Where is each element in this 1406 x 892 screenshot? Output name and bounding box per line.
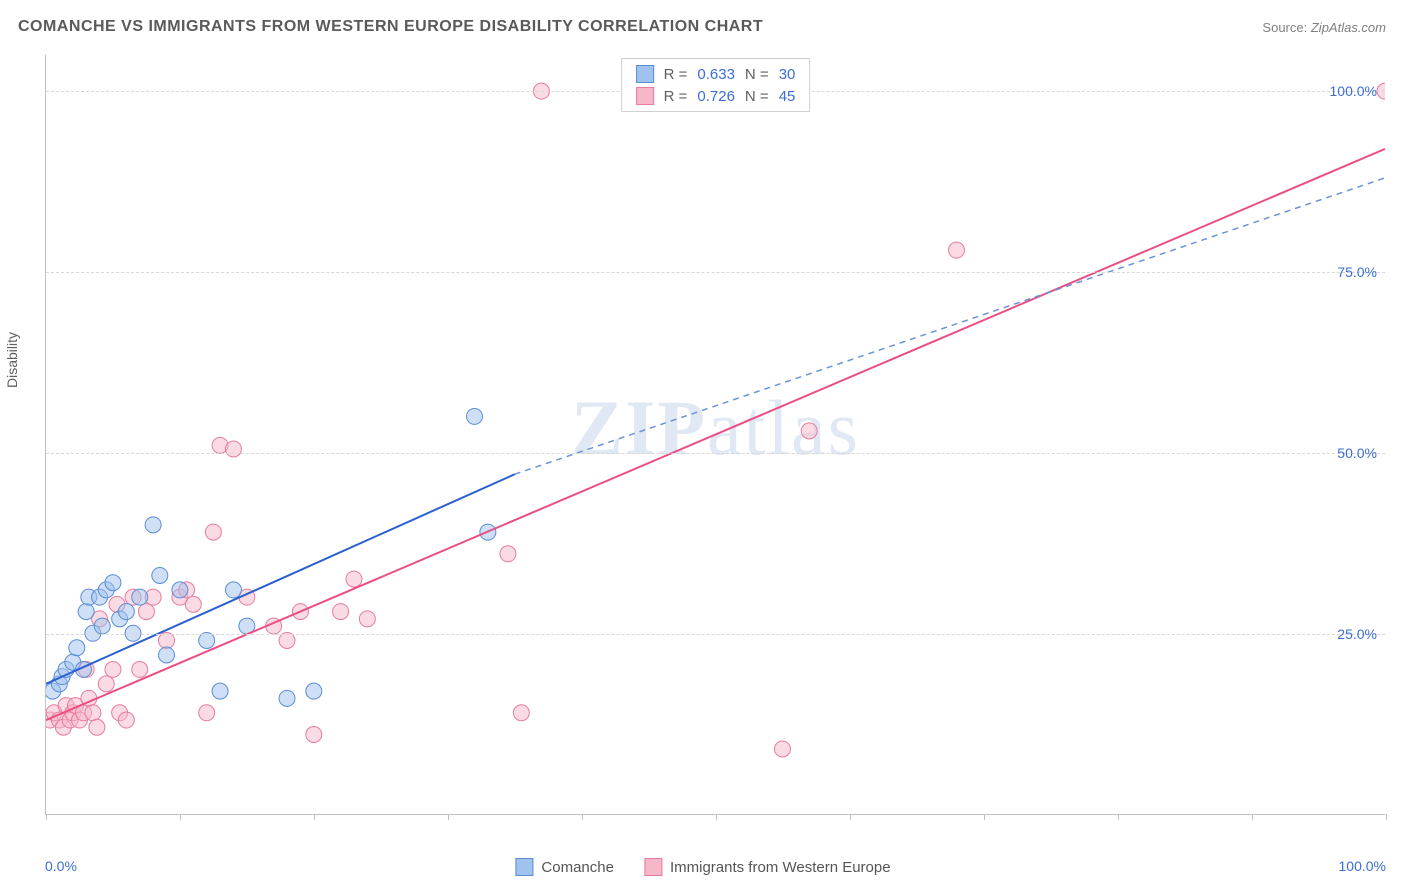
watermark-zip: ZIP xyxy=(571,383,707,470)
x-tick xyxy=(1252,814,1253,820)
gridline xyxy=(46,453,1385,454)
r-value-2: 0.726 xyxy=(697,88,735,105)
x-tick xyxy=(1386,814,1387,820)
x-tick xyxy=(850,814,851,820)
x-axis-label-min: 0.0% xyxy=(45,858,77,874)
watermark-atlas: atlas xyxy=(707,383,860,470)
y-tick-label: 25.0% xyxy=(1337,626,1377,642)
y-tick-label: 75.0% xyxy=(1337,264,1377,280)
watermark: ZIPatlas xyxy=(571,382,860,472)
y-tick-label: 100.0% xyxy=(1330,83,1377,99)
x-tick xyxy=(582,814,583,820)
source-attribution: Source: ZipAtlas.com xyxy=(1262,20,1386,35)
legend-label-1: Comanche xyxy=(541,859,614,876)
x-tick xyxy=(1118,814,1119,820)
legend-item-1: Comanche xyxy=(515,858,614,876)
x-tick xyxy=(716,814,717,820)
n-label-1: N = xyxy=(745,66,769,83)
y-axis-title: Disability xyxy=(4,332,20,388)
stats-row-1: R = 0.633 N = 30 xyxy=(636,65,796,83)
x-tick xyxy=(984,814,985,820)
x-axis-label-max: 100.0% xyxy=(1339,858,1386,874)
r-value-1: 0.633 xyxy=(697,66,735,83)
n-value-2: 45 xyxy=(779,88,796,105)
bottom-legend: Comanche Immigrants from Western Europe xyxy=(515,858,890,876)
x-tick xyxy=(46,814,47,820)
y-tick-label: 50.0% xyxy=(1337,445,1377,461)
gridline xyxy=(46,634,1385,635)
swatch-series-2 xyxy=(636,87,654,105)
stats-legend-box: R = 0.633 N = 30 R = 0.726 N = 45 xyxy=(621,58,811,112)
n-label-2: N = xyxy=(745,88,769,105)
legend-swatch-1 xyxy=(515,858,533,876)
chart-area: ZIPatlas R = 0.633 N = 30 R = 0.726 N = … xyxy=(45,55,1385,815)
source-label: Source: xyxy=(1262,20,1307,35)
legend-item-2: Immigrants from Western Europe xyxy=(644,858,891,876)
swatch-series-1 xyxy=(636,65,654,83)
chart-title: COMANCHE VS IMMIGRANTS FROM WESTERN EURO… xyxy=(18,18,763,36)
x-tick xyxy=(448,814,449,820)
r-label-2: R = xyxy=(664,88,688,105)
stats-row-2: R = 0.726 N = 45 xyxy=(636,87,796,105)
legend-label-2: Immigrants from Western Europe xyxy=(670,859,891,876)
x-tick xyxy=(180,814,181,820)
gridline xyxy=(46,272,1385,273)
n-value-1: 30 xyxy=(779,66,796,83)
legend-swatch-2 xyxy=(644,858,662,876)
scatter-svg xyxy=(46,55,1385,814)
r-label-1: R = xyxy=(664,66,688,83)
source-value: ZipAtlas.com xyxy=(1311,20,1386,35)
x-tick xyxy=(314,814,315,820)
plot-region: ZIPatlas R = 0.633 N = 30 R = 0.726 N = … xyxy=(45,55,1385,815)
